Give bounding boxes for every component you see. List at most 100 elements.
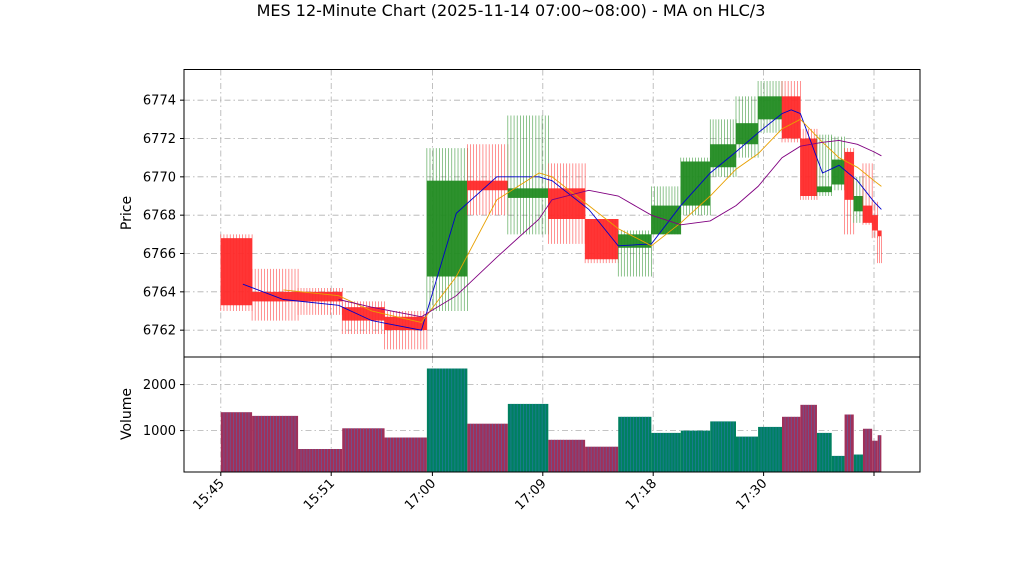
- candle: [617, 230, 652, 277]
- volume-bar: [252, 415, 299, 472]
- price-tick-label: 6766: [143, 247, 176, 262]
- x-tick-label: 15:45: [191, 476, 228, 513]
- volume-bar: [384, 437, 427, 472]
- candle-body: [877, 230, 882, 237]
- price-tick-label: 6764: [143, 285, 176, 300]
- candle: [757, 81, 783, 133]
- candle: [467, 144, 509, 216]
- volume-bar-fill: [710, 421, 736, 472]
- volume-tick-label: 2000: [143, 378, 176, 393]
- volume-bar: [877, 435, 882, 472]
- candle-body: [220, 238, 253, 306]
- volume-bar: [862, 428, 873, 472]
- candle: [680, 157, 711, 216]
- price-tick-label: 6772: [143, 132, 176, 147]
- candle: [341, 301, 385, 334]
- chart-title: MES 12-Minute Chart (2025-11-14 07:00~08…: [257, 1, 766, 20]
- volume-bar: [800, 404, 817, 472]
- volume-bar-fill: [853, 454, 863, 472]
- candle: [709, 119, 737, 177]
- volume-bar: [710, 421, 736, 472]
- volume-bar: [426, 368, 468, 472]
- volume-bar-fill: [844, 414, 854, 472]
- volume-bar: [467, 423, 508, 472]
- candle: [800, 128, 818, 200]
- price-tick-label: 6762: [143, 324, 176, 339]
- volume-bar: [853, 454, 863, 472]
- ma-line: [283, 118, 882, 324]
- volume-bar-fill: [816, 432, 832, 472]
- volume-bar: [548, 439, 586, 472]
- volume-bar-fill: [298, 449, 343, 472]
- candle-body: [853, 196, 863, 212]
- x-tick-label: 15:51: [301, 476, 338, 513]
- volume-bar: [680, 430, 711, 472]
- volume-bar: [831, 455, 845, 472]
- volume-bars: [220, 368, 882, 472]
- price-tick-label: 6770: [143, 170, 176, 185]
- price-axis-label: Price: [119, 196, 135, 230]
- volume-bar: [816, 432, 832, 472]
- volume-bar-fill: [736, 436, 759, 472]
- candle: [384, 311, 428, 350]
- moving-averages: [242, 109, 882, 331]
- candle: [871, 201, 878, 239]
- volume-bar: [342, 428, 385, 472]
- candle-body: [862, 205, 873, 223]
- volume-bar-fill: [585, 446, 619, 472]
- volume-bar: [872, 440, 878, 472]
- candle: [877, 230, 882, 264]
- candle-body: [680, 161, 711, 206]
- volume-bar-fill: [252, 415, 299, 472]
- volume-bar: [782, 416, 801, 472]
- candle-body: [298, 291, 343, 302]
- volume-bar-fill: [862, 428, 873, 472]
- candle-body: [816, 186, 832, 193]
- volume-y-axis: 1000 2000: [143, 378, 184, 439]
- candle-body: [384, 316, 427, 331]
- candle: [651, 186, 682, 235]
- x-tick-label: 17:18: [623, 476, 660, 513]
- volume-bar: [844, 414, 854, 472]
- volume-bar-fill: [507, 403, 549, 472]
- candle: [220, 234, 253, 311]
- volume-bar-fill: [467, 423, 508, 472]
- volume-bar: [298, 449, 343, 472]
- candle: [781, 81, 801, 143]
- ma-line: [242, 109, 882, 331]
- candle-body: [831, 159, 845, 185]
- candle-body: [710, 144, 736, 168]
- price-bars: [220, 81, 882, 350]
- candle-body: [426, 180, 468, 277]
- volume-bar: [507, 403, 549, 472]
- volume-bar: [736, 436, 759, 472]
- volume-bar: [618, 416, 652, 472]
- volume-bar: [220, 412, 253, 472]
- volume-tick-label: 1000: [143, 424, 176, 439]
- candle-body: [782, 96, 801, 139]
- volume-bar-fill: [618, 416, 652, 472]
- candle: [831, 136, 845, 191]
- volume-bar: [585, 446, 619, 472]
- volume-bar-fill: [426, 368, 468, 472]
- candle-body: [844, 151, 854, 200]
- candle: [251, 268, 299, 321]
- candle-body: [507, 188, 549, 198]
- volume-axis-label: Volume: [119, 388, 135, 440]
- candle: [548, 163, 586, 244]
- price-tick-label: 6774: [143, 94, 176, 109]
- price-tick-label: 6768: [143, 209, 176, 224]
- x-tick-label: 17:00: [402, 476, 439, 513]
- volume-panel-frame: [183, 356, 921, 473]
- candle-body: [548, 188, 586, 219]
- x-tick-label: 17:09: [513, 476, 550, 513]
- candle-body: [872, 215, 878, 231]
- candle: [853, 176, 864, 223]
- price-y-axis: 6762 6764 6766 6768 6770 6772 6774: [143, 94, 184, 339]
- candle-body: [736, 123, 759, 145]
- candle-body: [800, 138, 817, 196]
- candle: [507, 115, 549, 235]
- x-axis: 15:45 15:51 17:00 17:09 17:18 17:30: [191, 472, 875, 513]
- ma-line: [338, 139, 882, 318]
